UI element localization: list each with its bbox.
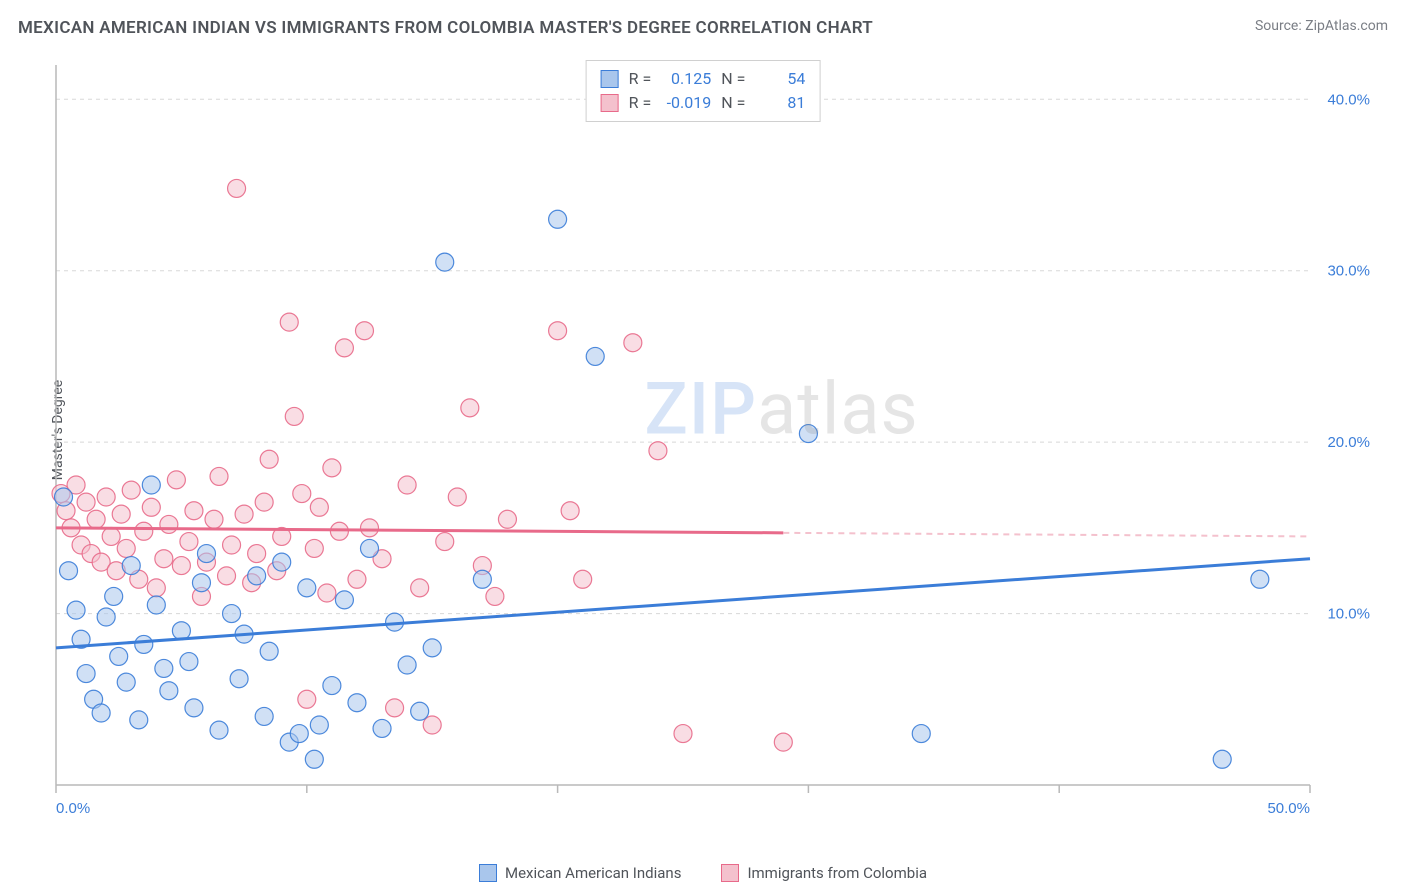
stats-legend-row: R = 0.125 N = 54 bbox=[601, 67, 806, 91]
legend-label: Mexican American Indians bbox=[505, 864, 681, 882]
legend-swatch bbox=[479, 864, 497, 882]
svg-text:30.0%: 30.0% bbox=[1327, 263, 1370, 280]
bottom-legend-item: Mexican American Indians bbox=[479, 864, 681, 882]
svg-text:20.0%: 20.0% bbox=[1327, 434, 1370, 451]
legend-swatch bbox=[601, 70, 619, 88]
chart-title: MEXICAN AMERICAN INDIAN VS IMMIGRANTS FR… bbox=[18, 18, 873, 38]
n-label: N = bbox=[721, 91, 745, 115]
svg-text:0.0%: 0.0% bbox=[56, 800, 90, 817]
chart-area: 10.0%20.0%30.0%40.0%0.0%50.0% ZIPatlas bbox=[50, 55, 1380, 825]
legend-swatch bbox=[601, 94, 619, 112]
r-label: R = bbox=[629, 67, 652, 91]
bottom-legend: Mexican American Indians Immigrants from … bbox=[479, 864, 927, 882]
scatter-plot: 10.0% 20.0% 30.0% 40.0% 0.0% 50.0% bbox=[50, 55, 1380, 825]
legend-swatch bbox=[721, 864, 739, 882]
legend-label: Immigrants from Colombia bbox=[747, 864, 927, 882]
r-value: -0.019 bbox=[661, 91, 711, 115]
bottom-legend-item: Immigrants from Colombia bbox=[721, 864, 927, 882]
svg-text:50.0%: 50.0% bbox=[1267, 800, 1310, 817]
n-value: 54 bbox=[755, 67, 805, 91]
n-label: N = bbox=[721, 67, 745, 91]
svg-text:10.0%: 10.0% bbox=[1327, 606, 1370, 623]
r-label: R = bbox=[629, 91, 652, 115]
r-value: 0.125 bbox=[661, 67, 711, 91]
stats-legend: R = 0.125 N = 54 R = -0.019 N = 81 bbox=[586, 60, 821, 122]
source-label: Source: ZipAtlas.com bbox=[1255, 18, 1388, 34]
stats-legend-row: R = -0.019 N = 81 bbox=[601, 91, 806, 115]
n-value: 81 bbox=[755, 91, 805, 115]
svg-text:40.0%: 40.0% bbox=[1327, 91, 1370, 108]
